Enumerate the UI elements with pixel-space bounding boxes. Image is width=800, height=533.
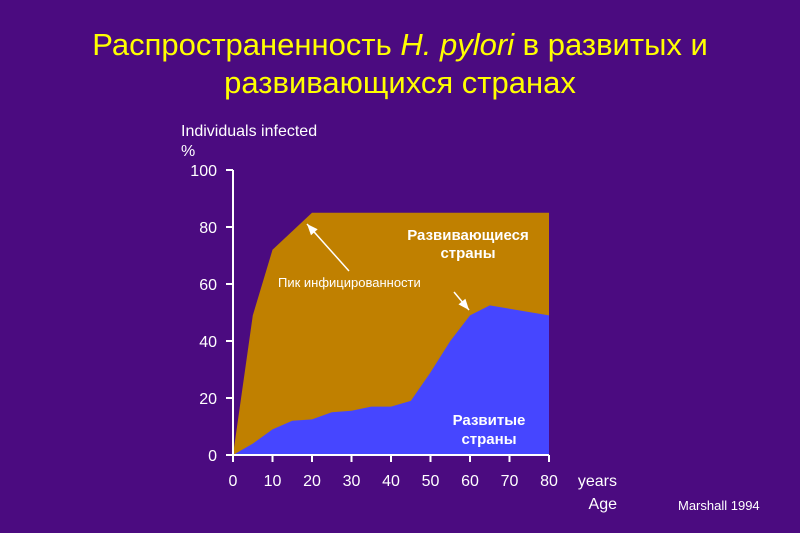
- developed-label-line2: страны: [461, 431, 516, 448]
- y-tick-label: 80: [199, 220, 217, 237]
- chart-title: Распространенность H. pylori в развитых …: [0, 26, 800, 102]
- peak-arrow-developing-head: [307, 224, 318, 236]
- x-tick-label: 70: [501, 473, 519, 490]
- developed-area: [233, 305, 549, 455]
- title-line-2: развивающихся странах: [224, 65, 576, 100]
- title-part-1: Распространенность: [92, 27, 401, 62]
- y-axis-label: Individuals infected: [181, 123, 317, 140]
- x-tick-label: 40: [382, 473, 400, 490]
- peak-annotation: Пик инфицированности: [278, 275, 421, 290]
- x-tick-label: 80: [540, 473, 558, 490]
- title-species: H. pylori: [400, 27, 515, 62]
- x-tick-label: 20: [303, 473, 321, 490]
- peak-arrow-developed-head: [458, 298, 469, 310]
- x-axis-unit: years: [578, 473, 617, 490]
- x-tick-label: 30: [343, 473, 361, 490]
- y-axis-unit: %: [181, 143, 195, 160]
- x-tick-label: 60: [461, 473, 479, 490]
- developing-label-line1: Развивающиеся: [407, 227, 529, 244]
- peak-arrow-developed: [453, 291, 470, 311]
- y-tick-label: 20: [199, 391, 217, 408]
- y-tick-label: 0: [208, 448, 217, 465]
- title-part-2: в развитых и: [514, 27, 708, 62]
- title-line-1: Распространенность H. pylori в развитых …: [0, 26, 800, 64]
- x-axis-label: Age: [589, 496, 618, 513]
- y-tick-label: 100: [190, 163, 217, 180]
- x-tick-label: 10: [264, 473, 282, 490]
- y-tick-label: 40: [199, 334, 217, 351]
- x-tick-label: 0: [229, 473, 238, 490]
- developing-label-line2: страны: [440, 245, 495, 262]
- x-tick-label: 50: [422, 473, 440, 490]
- source-citation: Marshall 1994: [678, 498, 760, 513]
- y-tick-label: 60: [199, 277, 217, 294]
- developed-label-line1: Развитые: [453, 412, 526, 429]
- peak-arrow-developing: [306, 223, 350, 272]
